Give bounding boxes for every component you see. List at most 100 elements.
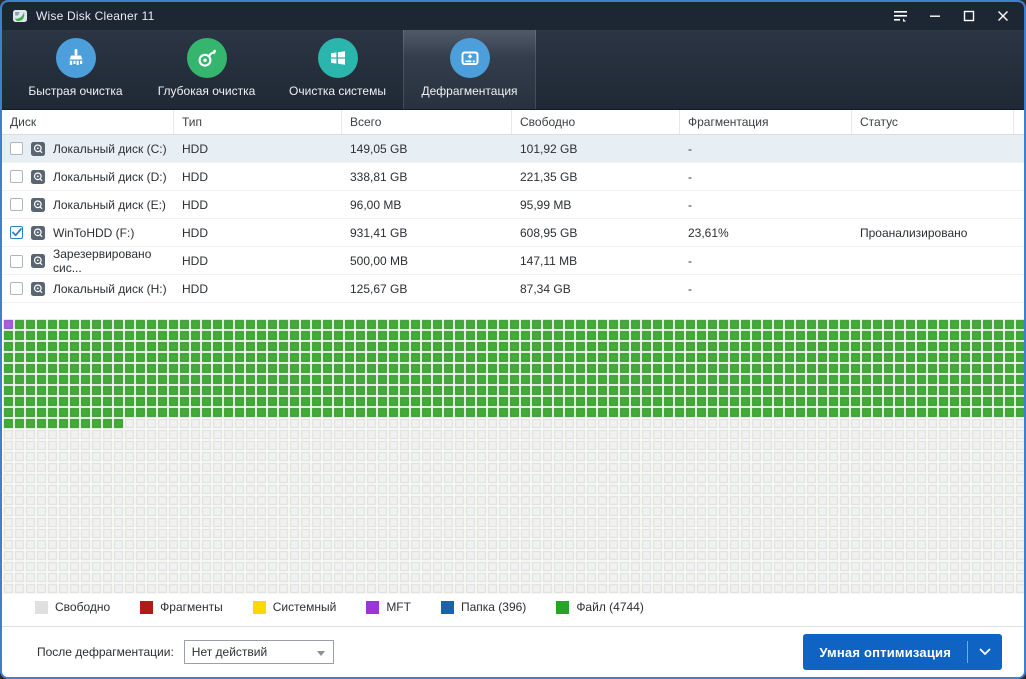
disk-total: 96,00 MB <box>350 197 402 212</box>
disk-free: 95,99 MB <box>520 197 572 212</box>
disk-name: Локальный диск (E:) <box>53 197 166 212</box>
disk-table: Локальный диск (C:) HDD 149,05 GB 101,92 GB… <box>2 135 1024 303</box>
hdd-icon <box>31 225 45 240</box>
broom-icon <box>55 38 96 78</box>
disk-status: Проанализировано <box>860 225 968 240</box>
disk-total: 125,67 GB <box>350 281 408 296</box>
legend-item: Свободно <box>35 600 110 614</box>
column-header[interactable]: Свободно <box>512 110 680 134</box>
legend-label: Фрагменты <box>160 600 223 614</box>
disk-name-cell: Локальный диск (C:) <box>2 141 174 156</box>
column-header-filler <box>1014 110 1024 134</box>
hdd-icon <box>31 254 45 268</box>
tab-label: Быстрая очистка <box>28 84 123 98</box>
legend-item: Папка (396) <box>440 600 526 614</box>
footer-bar: После дефрагментации: Нет действий Умная… <box>2 627 1024 677</box>
menu-icon <box>894 11 907 22</box>
hdd-icon <box>31 141 45 156</box>
after-defrag-label: После дефрагментации: <box>37 645 174 659</box>
table-row[interactable]: Зарезервировано сис... HDD 500,00 MB 147,11… <box>2 247 1024 275</box>
disk-total: 931,41 GB <box>350 225 408 240</box>
button-dropdown-toggle[interactable] <box>968 648 1002 656</box>
after-defrag-select[interactable]: Нет действий <box>183 640 334 664</box>
disk-type: HDD <box>182 225 208 240</box>
disk-table-header: Диск Тип Всего Свободно Фрагментация Статус <box>2 110 1024 135</box>
disk-checkbox[interactable] <box>10 254 23 268</box>
legend-swatch <box>35 600 48 614</box>
table-row[interactable]: Локальный диск (C:) HDD 149,05 GB 101,92 GB… <box>2 135 1024 163</box>
legend-item: Файл (4744) <box>556 600 644 614</box>
disk-name: Локальный диск (H:) <box>53 281 167 296</box>
disk-checkbox[interactable] <box>10 282 23 295</box>
smart-optimize-label: Умная оптимизация <box>819 644 951 660</box>
disk-name: Зарезервировано сис... <box>53 247 152 275</box>
column-header[interactable]: Всего <box>342 110 512 134</box>
tab-label: Очистка системы <box>289 84 386 98</box>
legend-swatch <box>252 600 266 614</box>
legend-swatch <box>440 600 454 614</box>
legend-label: MFT <box>386 600 411 614</box>
disk-fragmentation: - <box>688 281 692 296</box>
disk-name-cell: Локальный диск (E:) <box>2 197 174 212</box>
app-logo-icon <box>13 10 27 22</box>
close-button[interactable] <box>986 3 1020 29</box>
tab-label: Дефрагментация <box>421 84 518 98</box>
legend-swatch <box>556 600 570 614</box>
tab-system-clean[interactable]: Очистка системы <box>272 30 403 109</box>
disk-fragmentation: 23,61% <box>688 225 729 240</box>
map-legend: Свободно Фрагменты Системный MFT Папка (396)… <box>2 594 1024 620</box>
table-row[interactable]: WinToHDD (F:) HDD 931,41 GB 608,95 GB 23,61%… <box>2 219 1024 247</box>
defrag-disk-icon <box>449 38 490 78</box>
table-row[interactable]: Локальный диск (E:) HDD 96,00 MB 95,99 MB - <box>2 191 1024 219</box>
column-header[interactable]: Диск <box>2 110 174 134</box>
disk-type: HDD <box>182 141 208 156</box>
disk-free: 101,92 GB <box>520 141 578 156</box>
disk-name-cell: WinToHDD (F:) <box>2 225 174 240</box>
disk-type: HDD <box>182 169 208 184</box>
disk-total: 149,05 GB <box>350 141 408 156</box>
legend-item: Системный <box>252 600 337 614</box>
disk-name-cell: Локальный диск (D:) <box>2 169 174 184</box>
column-header[interactable]: Статус <box>852 110 1014 134</box>
disk-checkbox[interactable] <box>10 226 23 239</box>
table-row[interactable]: Локальный диск (H:) HDD 125,67 GB 87,34 GB - <box>2 275 1024 303</box>
titlebar: Wise Disk Cleaner 11 <box>2 2 1024 30</box>
disk-fragmentation: - <box>688 141 692 156</box>
disk-type: HDD <box>182 197 208 212</box>
legend-label: Свободно <box>55 600 111 614</box>
tab-deep-clean[interactable]: Глубокая очистка <box>141 30 272 109</box>
disk-total: 500,00 MB <box>350 254 409 268</box>
close-icon <box>998 11 1008 21</box>
minimize-icon <box>930 15 940 17</box>
maximize-button[interactable] <box>952 3 986 29</box>
table-row[interactable]: Локальный диск (D:) HDD 338,81 GB 221,35 GB… <box>2 163 1024 191</box>
minimize-button[interactable] <box>918 3 952 29</box>
disk-checkbox[interactable] <box>10 170 23 183</box>
vacuum-icon <box>186 38 227 78</box>
defrag-block-map[interactable] <box>3 319 1024 594</box>
disk-name-cell: Локальный диск (H:) <box>2 281 174 296</box>
tab-label: Глубокая очистка <box>157 84 256 98</box>
tab-defrag[interactable]: Дефрагментация <box>403 30 536 109</box>
disk-fragmentation: - <box>688 197 692 212</box>
hdd-icon <box>31 197 45 212</box>
hdd-icon <box>31 169 45 184</box>
tab-quick-clean[interactable]: Быстрая очистка <box>10 30 141 109</box>
button-divider <box>967 641 968 663</box>
column-header[interactable]: Фрагментация <box>680 110 852 134</box>
disk-checkbox[interactable] <box>10 142 23 155</box>
maximize-icon <box>963 10 975 22</box>
disk-checkbox[interactable] <box>10 198 23 211</box>
defrag-map-container <box>3 319 1024 594</box>
menu-button[interactable] <box>884 3 918 29</box>
disk-name: WinToHDD (F:) <box>53 225 135 240</box>
disk-type: HDD <box>182 281 208 296</box>
after-defrag-select-value: Нет действий <box>191 645 268 659</box>
tab-strip: Быстрая очистка Глубокая очистка Очистка с… <box>2 30 1024 110</box>
legend-label: Системный <box>272 600 337 614</box>
legend-item: Фрагменты <box>140 600 223 614</box>
disk-fragmentation: - <box>688 169 692 184</box>
smart-optimize-button[interactable]: Умная оптимизация <box>803 634 1002 670</box>
column-header[interactable]: Тип <box>174 110 342 134</box>
disk-fragmentation: - <box>688 254 692 268</box>
